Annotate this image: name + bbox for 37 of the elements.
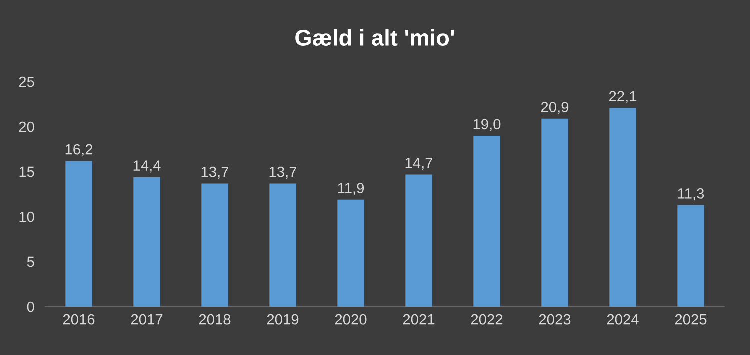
x-tick-label: 2017 [131,314,163,325]
data-label: 11,3 [678,188,704,201]
x-tick-label: 2019 [267,314,299,325]
y-tick-label: 10 [20,212,34,222]
bar [542,118,568,307]
bar [406,174,432,307]
data-label: 16,2 [66,144,93,156]
bar [338,200,364,307]
x-tick-label: 2023 [539,314,571,325]
chart-title: Gæld i alt 'mio' [296,29,454,46]
y-tick-label: 5 [27,256,34,268]
data-label: 14,7 [406,158,433,170]
bar [610,108,636,307]
data-label: 13,7 [270,166,297,179]
data-label: 19,0 [474,119,501,132]
data-label: 14,4 [134,160,161,173]
x-tick-label: 2022 [471,314,503,325]
bar [66,161,92,307]
bar [202,184,228,307]
y-tick-label: 0 [27,302,34,312]
y-tick-label: 25 [19,76,34,88]
x-tick-label: 2018 [199,314,231,325]
y-tick-label: 15 [20,166,34,178]
y-tick-label: 20 [19,122,34,132]
x-tick-label: 2020 [335,314,367,325]
x-tick-label: 2024 [607,314,639,325]
data-label: 13,7 [202,166,229,179]
data-label: 20,9 [541,102,569,114]
bar [134,177,160,307]
x-tick-label: 2016 [63,314,95,325]
bar [678,205,704,307]
bar [270,184,296,307]
bar [474,136,500,307]
data-label: 11,9 [338,183,364,196]
x-tick-label: 2021 [403,314,435,325]
x-tick-label: 2025 [675,314,707,325]
data-label: 22,1 [609,91,637,104]
